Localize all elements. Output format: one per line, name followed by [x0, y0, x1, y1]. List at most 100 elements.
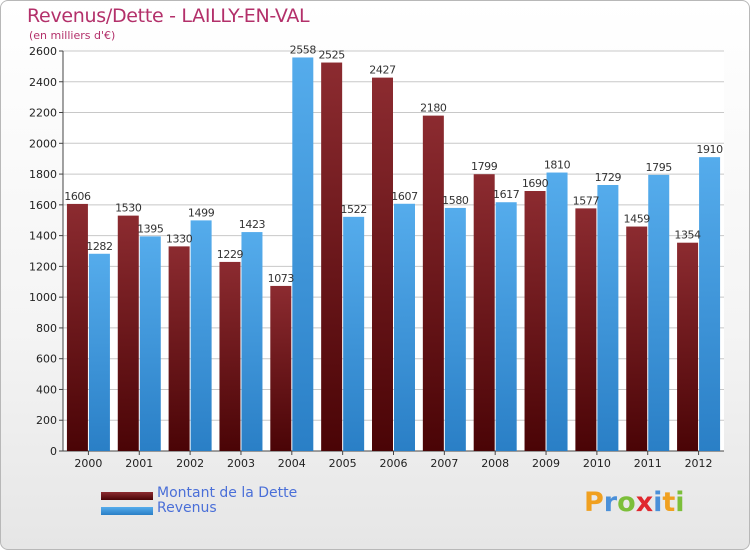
y-tick-label: 200 [36, 414, 57, 427]
x-tick-label: 2006 [380, 457, 408, 470]
legend-swatch-dette [101, 492, 153, 500]
y-tick-label: 2600 [29, 45, 57, 58]
x-tick-label: 2005 [329, 457, 357, 470]
value-label: 2427 [369, 64, 396, 77]
y-tick-label: 1800 [29, 168, 57, 181]
value-label: 1617 [493, 188, 520, 201]
x-tick-label: 2001 [125, 457, 153, 470]
logo-letter: i [653, 487, 663, 518]
value-label: 1795 [646, 161, 673, 174]
y-tick-label: 2200 [29, 107, 57, 120]
value-label: 1073 [268, 272, 295, 285]
bar-dette [575, 208, 597, 451]
x-tick-label: 2000 [74, 457, 102, 470]
y-tick-label: 400 [36, 383, 57, 396]
x-tick-label: 2008 [481, 457, 509, 470]
bar-revenus [597, 185, 619, 451]
bar-dette [66, 203, 88, 451]
x-tick-label: 2002 [176, 457, 204, 470]
logo-letter: P [584, 487, 604, 518]
value-label: 1799 [471, 160, 498, 173]
legend-swatch-revenus [101, 507, 153, 515]
plot-area [63, 51, 724, 451]
bar-revenus [444, 207, 466, 451]
y-tick-label: 800 [36, 322, 57, 335]
logo-letter: r [603, 487, 618, 518]
value-label: 2558 [290, 43, 317, 56]
y-tick-label: 1000 [29, 291, 57, 304]
legend-label-dette: Montant de la Dette [157, 485, 298, 501]
bar-dette [473, 174, 495, 451]
value-label: 2525 [318, 49, 345, 62]
bar-dette [321, 62, 343, 452]
value-label: 1607 [391, 190, 418, 203]
y-tick-label: 1200 [29, 260, 57, 273]
logo-letter: t [662, 487, 676, 518]
grid-lines [63, 50, 724, 452]
bar-revenus [394, 203, 415, 451]
value-label: 1423 [239, 218, 266, 231]
value-label: 1459 [624, 213, 651, 226]
x-tick-label: 2003 [227, 457, 255, 470]
value-label: 2180 [420, 102, 447, 115]
value-label: 1810 [544, 159, 571, 172]
y-tick-label: 600 [36, 353, 57, 366]
logo-letter: o [617, 487, 636, 518]
bar-revenus [648, 174, 670, 451]
value-label: 1522 [340, 203, 366, 216]
bar-dette [117, 215, 139, 451]
value-label: 1729 [595, 171, 622, 184]
value-label: 1330 [166, 232, 193, 245]
page-title: Revenus/Dette - LAILLY-EN-VAL [27, 5, 310, 27]
x-tick-label: 2011 [634, 457, 662, 470]
value-label: 1580 [442, 194, 469, 207]
x-tick-label: 2012 [685, 457, 713, 470]
bar-revenus [343, 216, 365, 451]
bar-revenus [241, 232, 263, 451]
bar-revenus [292, 57, 314, 451]
bar-revenus [699, 157, 721, 451]
x-tick-label: 2004 [278, 457, 306, 470]
value-label: 1499 [188, 206, 215, 219]
value-label: 1577 [573, 194, 600, 207]
bar-revenus [190, 220, 212, 451]
value-label: 1354 [674, 229, 701, 242]
value-label: 1395 [137, 222, 164, 235]
x-tick-label: 2009 [532, 457, 560, 470]
bar-dette [626, 226, 648, 451]
value-label: 1229 [217, 248, 244, 261]
y-tick-label: 1400 [29, 230, 57, 243]
bar-dette [168, 246, 190, 451]
bar-revenus [88, 253, 110, 451]
bars [66, 57, 721, 452]
value-label: 1530 [115, 202, 142, 215]
legend-label-revenus: Revenus [157, 500, 217, 516]
bar-revenus [139, 236, 161, 451]
y-tick-label: 2400 [29, 76, 57, 89]
x-tick-label: 2007 [430, 457, 458, 470]
bar-revenus [546, 172, 568, 452]
bar-dette [270, 285, 292, 451]
bar-dette [372, 77, 393, 451]
bar-dette [422, 115, 444, 451]
page-subtitle: (en milliers d'€) [29, 29, 116, 42]
value-label: 1910 [696, 143, 723, 156]
y-tick-label: 1600 [29, 199, 57, 212]
y-tick-label: 2000 [29, 137, 57, 150]
x-tick-label: 2010 [583, 457, 611, 470]
bar-dette [677, 242, 699, 451]
axes: 0 200 400 600 800 1000 1200 1400 1600 1800 2000 220… [29, 45, 724, 470]
bar-dette [219, 261, 241, 451]
proxiti-logo: Proxiti [584, 487, 685, 518]
value-label: 1606 [64, 190, 91, 203]
logo-letter: x [635, 487, 654, 518]
y-tick-label: 0 [50, 445, 57, 458]
value-label: 1282 [86, 240, 112, 253]
bar-dette [524, 191, 546, 451]
logo-letter: i [675, 487, 685, 518]
bar-revenus [495, 202, 517, 451]
value-label: 1690 [522, 177, 549, 190]
